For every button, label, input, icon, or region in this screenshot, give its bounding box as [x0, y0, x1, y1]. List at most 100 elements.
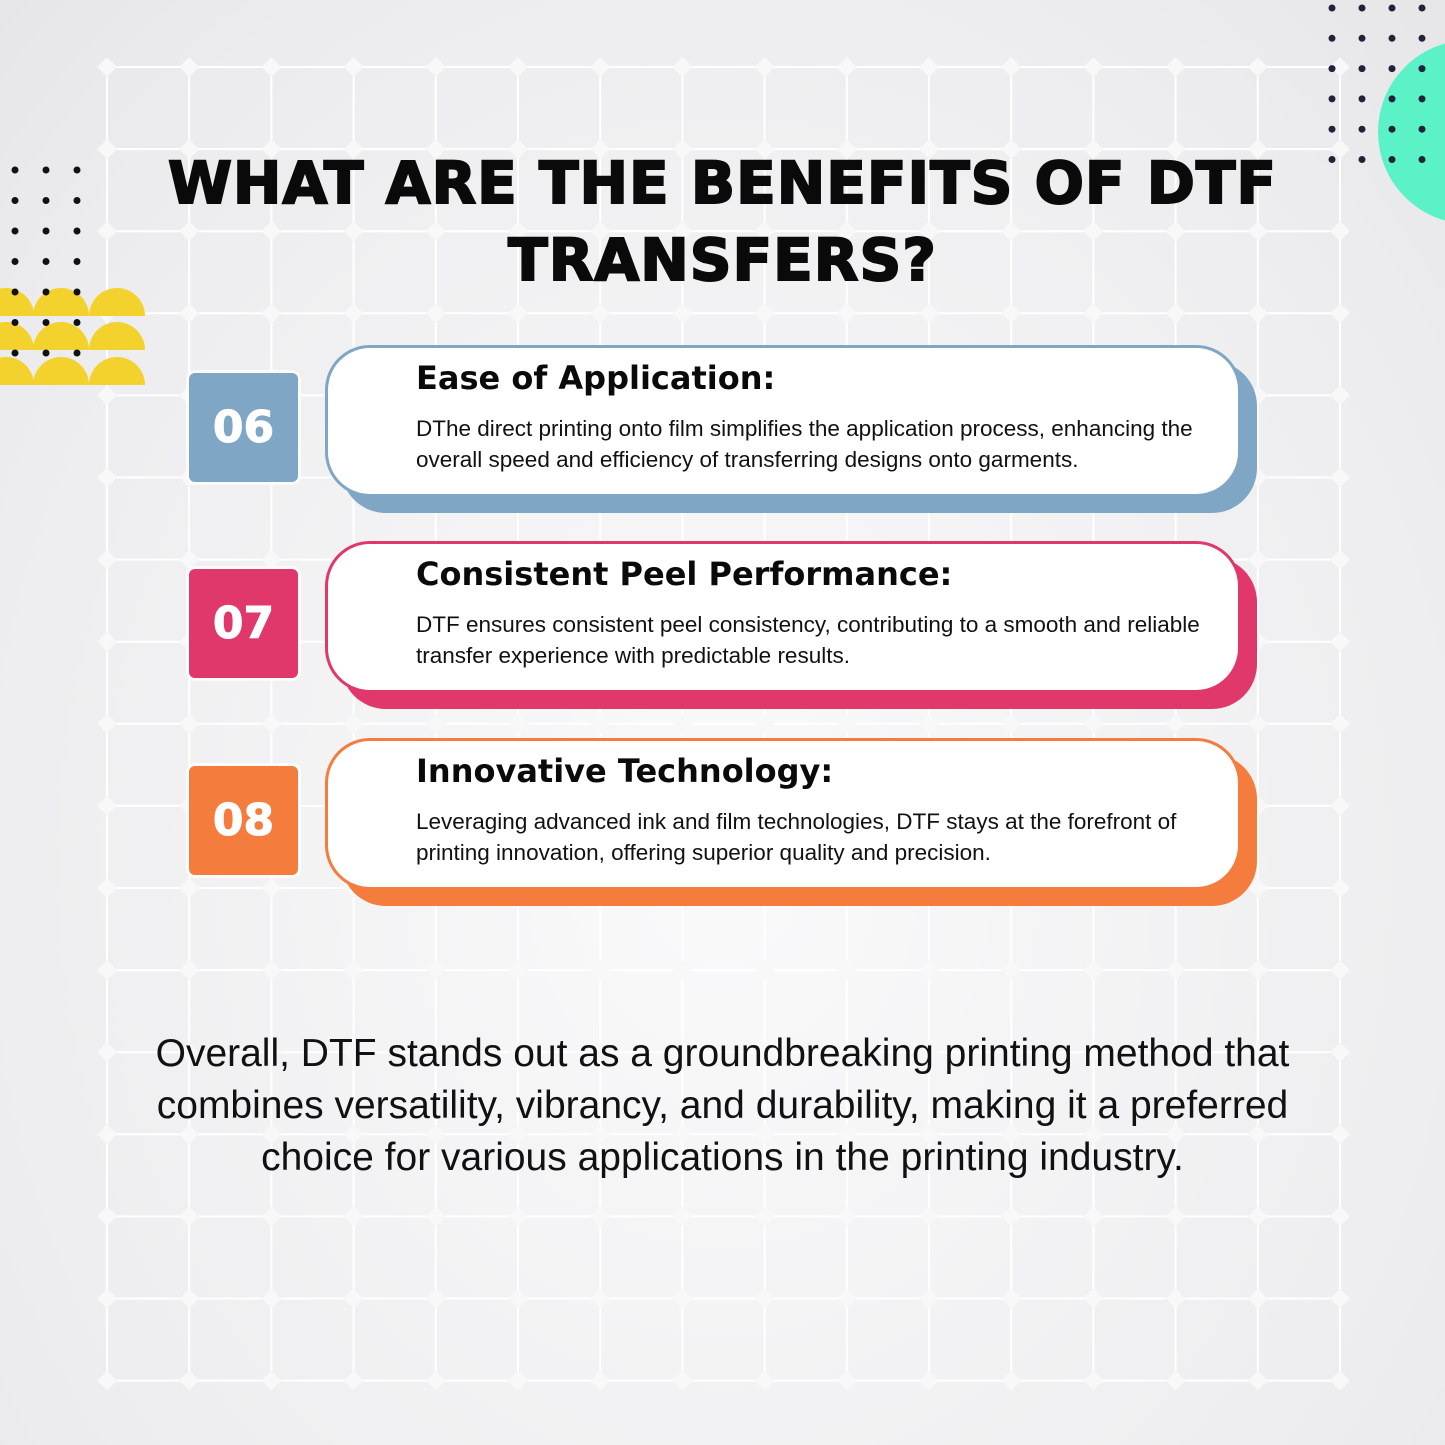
step-number-badge: 07: [189, 569, 298, 678]
grid-node: [1247, 1124, 1268, 1145]
grid-node: [1247, 1206, 1268, 1227]
grid-node: [919, 1206, 939, 1227]
grid-node: [343, 221, 364, 242]
benefit-heading: Innovative Technology:: [416, 752, 834, 790]
grid-node: [179, 1288, 200, 1309]
grid-node: [672, 1370, 693, 1391]
grid-node: [343, 960, 364, 980]
grid-node: [97, 221, 117, 242]
grid-node: [1165, 221, 1186, 242]
yellow-semicircles: [0, 288, 145, 385]
grid-node: [425, 57, 446, 77]
dot: [73, 349, 81, 357]
grid-node: [1165, 1124, 1186, 1145]
grid-node: [508, 1288, 528, 1309]
grid-node: [836, 1370, 857, 1391]
grid-node: [754, 1206, 775, 1227]
dot: [11, 166, 19, 174]
dot: [1418, 34, 1426, 42]
dot: [1358, 65, 1366, 73]
grid-node: [590, 1288, 611, 1309]
grid-node: [754, 1042, 775, 1063]
grid-node: [754, 1124, 775, 1145]
grid-node: [425, 1370, 446, 1391]
grid-node: [1165, 960, 1186, 980]
benefit-card: Consistent Peel Performance: DTF ensures…: [325, 541, 1257, 709]
dot: [1328, 4, 1336, 12]
benefit-heading: Consistent Peel Performance:: [416, 555, 953, 593]
dot: [1388, 4, 1396, 12]
dot: [1418, 95, 1426, 103]
semicircle: [33, 322, 89, 350]
grid-node: [1330, 221, 1350, 242]
card-face: [325, 541, 1241, 693]
dot: [1388, 65, 1396, 73]
grid-node: [1330, 1124, 1350, 1145]
grid-node: [590, 960, 611, 980]
grid-node: [1083, 1124, 1104, 1145]
grid-node: [1001, 1124, 1022, 1145]
grid-node: [97, 1042, 117, 1063]
grid-node: [1247, 960, 1268, 980]
grid-node: [1083, 713, 1104, 734]
semicircle: [0, 322, 34, 350]
grid-node: [1001, 1288, 1022, 1309]
grid-node: [919, 303, 939, 324]
grid-node: [1165, 57, 1186, 77]
grid-node: [1247, 878, 1268, 898]
grid-node: [1247, 713, 1268, 734]
dot: [1418, 156, 1426, 163]
grid-node: [1330, 1370, 1350, 1391]
semicircle: [33, 357, 89, 385]
dot: [1358, 156, 1366, 163]
grid-node: [672, 713, 693, 734]
dot: [11, 258, 19, 265]
grid-node: [1083, 1370, 1104, 1391]
grid-node: [1247, 303, 1268, 324]
grid-node: [1083, 960, 1104, 980]
grid-node: [1165, 139, 1186, 159]
grid-node: [754, 1370, 775, 1391]
grid-node: [343, 1288, 364, 1309]
dot: [1328, 156, 1336, 163]
dot: [1358, 125, 1366, 133]
grid-node: [672, 1124, 693, 1145]
dot: [1418, 4, 1426, 12]
grid-node: [97, 1124, 117, 1145]
benefit-description: DTF ensures consistent peel consistency,…: [416, 612, 1200, 668]
grid-node: [261, 139, 282, 159]
grid-node: [179, 1124, 200, 1145]
grid-node: [261, 303, 282, 324]
dot: [73, 166, 81, 174]
grid-node: [1330, 1288, 1350, 1309]
grid-node: [425, 1124, 446, 1145]
grid-node: [919, 713, 939, 734]
dot: [1388, 95, 1396, 103]
grid-node: [1330, 631, 1350, 652]
grid-node: [261, 221, 282, 242]
dot-pattern-right: [1328, 4, 1426, 163]
dot: [73, 227, 81, 235]
grid-node: [179, 1370, 200, 1391]
grid-node: [1001, 1370, 1022, 1391]
dot: [73, 319, 81, 326]
dot: [1388, 34, 1396, 42]
grid-node: [1001, 1042, 1022, 1063]
dot: [73, 288, 81, 296]
step-number-badge: 06: [189, 373, 298, 482]
dot: [1358, 34, 1366, 42]
grid-node: [179, 303, 200, 324]
grid-node: [836, 713, 857, 734]
grid-node: [590, 1206, 611, 1227]
dot: [42, 288, 50, 296]
grid-node: [919, 1124, 939, 1145]
grid-node: [508, 1042, 528, 1063]
grid-node: [1083, 57, 1104, 77]
card-face: [325, 345, 1241, 497]
dot: [1358, 95, 1366, 103]
grid-node: [836, 1042, 857, 1063]
grid-node: [754, 713, 775, 734]
card-face: [325, 738, 1241, 890]
grid-node: [1165, 303, 1186, 324]
grid-node: [261, 878, 282, 898]
